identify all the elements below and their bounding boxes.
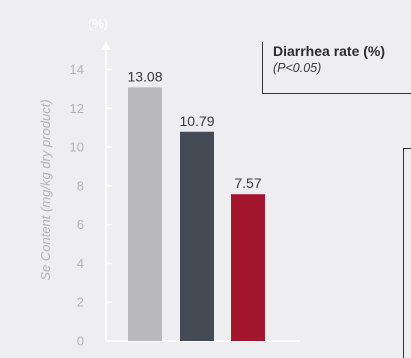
annotation-subtitle: (P<0.05) [273, 61, 322, 75]
bar [180, 131, 214, 341]
annotation-callout: Diarrhea rate (%) (P<0.05) [262, 42, 411, 94]
bar-chart: (%) Se Content (mg/kg dry product) 0 2 4 6 8… [38, 16, 300, 349]
y-axis-arrow-icon [101, 41, 111, 50]
y-tick-label: 12 [70, 101, 84, 116]
secondary-panel-frame [403, 148, 411, 358]
bars [128, 87, 265, 341]
bar [128, 87, 162, 341]
y-axis-unit: (%) [88, 16, 108, 31]
bar [231, 194, 265, 341]
y-tick-label: 8 [77, 178, 84, 193]
bar-value-label: 10.79 [179, 113, 214, 129]
bar-value-label: 7.57 [234, 175, 261, 191]
y-tick-label: 14 [70, 62, 84, 77]
y-tick-label: 4 [77, 256, 84, 271]
y-tick-label: 0 [77, 334, 84, 349]
y-axis-label: Se Content (mg/kg dry product) [38, 99, 53, 280]
y-ticks: 0 2 4 6 8 10 12 14 [70, 62, 112, 349]
bar-value-label: 13.08 [127, 68, 162, 84]
y-tick-label: 2 [77, 295, 84, 310]
y-tick-label: 6 [77, 217, 84, 232]
y-tick-label: 10 [70, 140, 84, 155]
annotation-title: Diarrhea rate (%) [273, 43, 386, 59]
chart-root: (%) Se Content (mg/kg dry product) 0 2 4 6 8… [38, 16, 411, 358]
value-labels: 13.08 10.79 7.57 [127, 68, 261, 191]
